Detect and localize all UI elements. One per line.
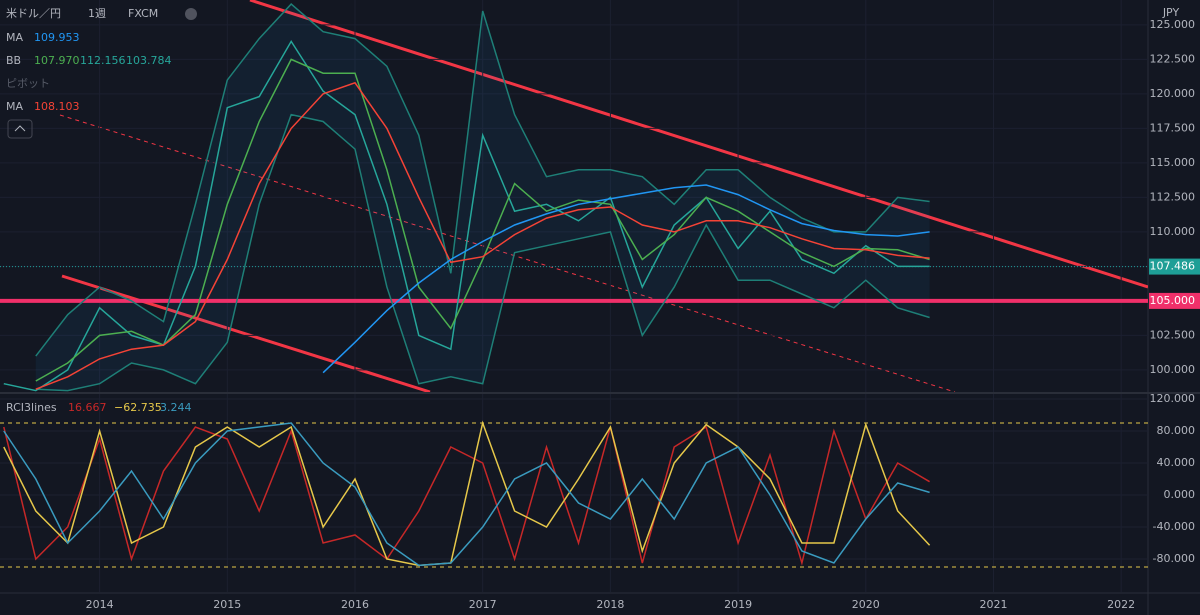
y-tick-label: 102.500 bbox=[1150, 328, 1196, 341]
rci-pane bbox=[0, 394, 1148, 592]
symbol: 米ドル／円 bbox=[6, 7, 61, 20]
trend-line bbox=[249, 0, 1148, 289]
legend-value: 112.156 bbox=[80, 54, 126, 67]
y-tick-label: 120.000 bbox=[1150, 87, 1196, 100]
legend-value: 108.103 bbox=[34, 100, 80, 113]
x-tick-label: 2021 bbox=[979, 598, 1007, 611]
series-line bbox=[3, 422, 930, 567]
y-tick-label: 110.000 bbox=[1150, 225, 1196, 238]
y-tick-label: 100.000 bbox=[1150, 363, 1196, 376]
y-tick-label: -40.000 bbox=[1153, 520, 1195, 533]
series-line bbox=[3, 425, 930, 566]
interval: 1週 bbox=[88, 7, 106, 20]
y-tick-label: 115.000 bbox=[1150, 156, 1196, 169]
y-tick-label: 112.500 bbox=[1150, 190, 1196, 203]
collapse-button[interactable] bbox=[7, 119, 33, 139]
x-tick-label: 2017 bbox=[469, 598, 497, 611]
x-tick-label: 2020 bbox=[852, 598, 880, 611]
toggle[interactable] bbox=[185, 8, 197, 20]
chevron bbox=[14, 125, 26, 132]
x-tick-label: 2016 bbox=[341, 598, 369, 611]
legend-value: 103.784 bbox=[126, 54, 172, 67]
y-tick-label: 0.000 bbox=[1164, 488, 1196, 501]
x-tick-label: 2019 bbox=[724, 598, 752, 611]
exchange: FXCM bbox=[128, 7, 158, 20]
legend-label: ピボット bbox=[6, 77, 50, 90]
legend-value: 16.667 bbox=[68, 401, 107, 414]
y-tick-label: 122.500 bbox=[1150, 52, 1196, 65]
series-line bbox=[35, 81, 930, 390]
series-line bbox=[322, 184, 930, 374]
y-tick-label: -80.000 bbox=[1153, 552, 1195, 565]
currency: JPY bbox=[1162, 6, 1180, 19]
x-tick-label: 2022 bbox=[1107, 598, 1135, 611]
legend-label: RCI3lines bbox=[6, 401, 57, 414]
price-pane bbox=[0, 0, 1148, 392]
y-tick-label: 40.000 bbox=[1157, 456, 1196, 469]
legend-label: MA bbox=[6, 100, 23, 113]
legend-value: −62.735 bbox=[114, 401, 162, 414]
series-line bbox=[35, 113, 930, 392]
y-tick-label: 117.500 bbox=[1150, 121, 1196, 134]
legend-value: 109.953 bbox=[34, 31, 80, 44]
axes: 100.000102.500105.000107.500110.000112.5… bbox=[6, 18, 1200, 611]
price-label-box bbox=[1149, 258, 1200, 275]
legend-label: MA bbox=[6, 31, 23, 44]
series-line bbox=[35, 58, 930, 382]
y-tick-label: 125.000 bbox=[1150, 18, 1196, 31]
price-label: 107.486 bbox=[1150, 260, 1196, 273]
y-tick-label: 80.000 bbox=[1157, 424, 1196, 437]
price-label: 105.000 bbox=[1150, 294, 1196, 307]
trend-line bbox=[61, 274, 431, 392]
price-label-box bbox=[1149, 292, 1200, 309]
legend: 米ドル／円 1週 FXCM JPY bbox=[6, 6, 1180, 139]
band-fill bbox=[35, 4, 930, 391]
series-line bbox=[3, 420, 931, 567]
y-tick-label: 120.000 bbox=[1150, 392, 1196, 405]
legend-value: 3.244 bbox=[160, 401, 192, 414]
series-line bbox=[35, 3, 930, 357]
legend-label: BB bbox=[6, 54, 21, 67]
x-tick-label: 2018 bbox=[596, 598, 624, 611]
x-tick-label: 2015 bbox=[213, 598, 241, 611]
legend-value: 107.970 bbox=[34, 54, 80, 67]
x-tick-label: 2014 bbox=[86, 598, 114, 611]
